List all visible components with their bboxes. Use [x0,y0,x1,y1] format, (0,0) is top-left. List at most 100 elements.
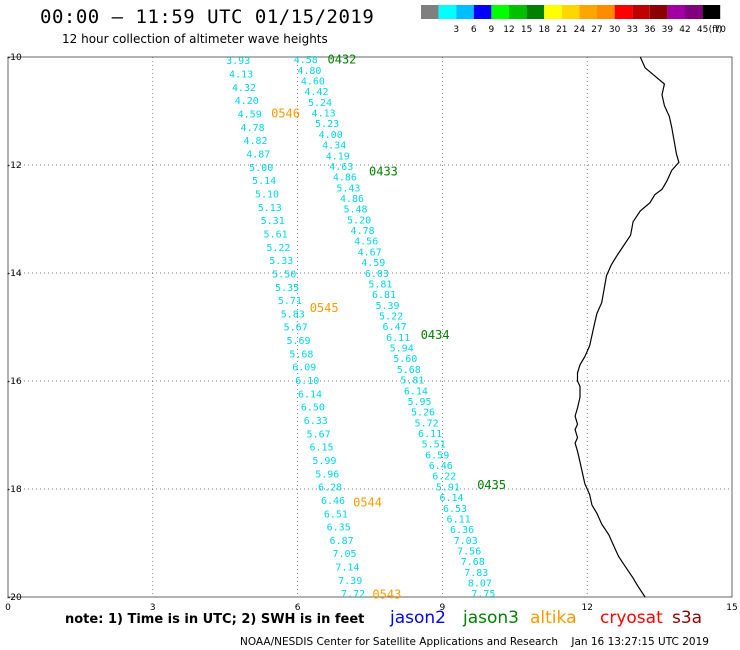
swh-value: 6.11 [386,333,410,344]
y-tick-label: -14 [7,269,22,279]
swh-value: 4.19 [326,151,350,162]
scale-unit-label: (ft) [709,25,723,35]
swh-value: 5.69 [286,336,310,347]
x-tick-label: 12 [581,603,592,613]
swh-value: 6.87 [330,536,354,547]
scale-swatch [649,5,668,19]
scale-tick-label: 12 [503,25,514,35]
scale-tick-label: 39 [662,25,674,35]
scale-swatch [614,5,633,19]
swh-value: 6.36 [450,525,474,536]
scale-swatch [597,5,615,19]
scale-swatch [632,5,650,19]
x-tick-label: 0 [5,603,11,613]
swh-value: 4.87 [246,150,270,161]
scale-swatch [491,5,509,19]
scale-tick-label: 6 [471,25,477,35]
scale-swatch [526,5,545,19]
footer-note: note: 1) Time is in UTC; 2) SWH is in fe… [65,612,365,627]
swh-value: 5.31 [261,216,285,227]
swh-value: 5.96 [315,469,339,480]
swh-value: 7.03 [454,536,478,547]
x-tick-label: 3 [150,603,156,613]
pass-time-label: 0434 [421,328,450,342]
map-frame [7,56,733,598]
scale-tick-label: 21 [556,25,567,35]
pass-time-label: 0435 [477,478,506,492]
swh-value: 6.46 [321,496,345,507]
swh-value: 7.68 [461,557,485,568]
scale-tick-label: 45 [697,25,708,35]
scale-tick-label: 70 [714,25,726,35]
swh-value: 6.03 [365,269,389,280]
swh-value: 4.56 [354,237,378,248]
scale-swatch [473,5,492,19]
swh-value: 5.81 [368,280,392,291]
swh-value: 6.33 [304,416,328,427]
swh-value: 6.22 [432,472,456,483]
swh-value: 6.09 [292,363,316,374]
swh-value: 6.46 [429,461,453,472]
swh-value: 7.39 [338,576,362,587]
swh-value: 5.00 [249,163,273,174]
swh-value: 7.14 [335,563,359,574]
swh-value: 6.53 [443,504,467,515]
scale-tick-label: 30 [609,25,621,35]
scale-swatch [702,5,721,19]
swh-value: 4.78 [241,123,265,134]
swh-value: 5.20 [347,215,371,226]
swh-value: 5.23 [315,119,339,130]
swh-value: 4.86 [340,194,364,205]
swh-value: 5.95 [407,397,431,408]
swh-value: 5.61 [264,230,288,241]
scale-tick-label: 36 [644,25,656,35]
swh-value: 7.72 [341,589,365,600]
swh-value: 6.51 [324,509,348,520]
swh-value: 5.68 [397,365,421,376]
legend-satellite-jason3: jason3 [463,608,519,628]
swh-value: 4.13 [229,70,253,81]
swh-value: 4.34 [322,141,346,152]
legend-satellite-altika: altika [530,608,577,628]
pass-time-label: 0545 [310,301,339,315]
swh-value: 5.91 [436,482,460,493]
swh-value: 5.22 [266,243,290,254]
scale-swatch [561,5,580,19]
swh-value: 5.94 [390,344,414,355]
swh-value: 5.83 [281,309,305,320]
swh-value: 4.58 [294,55,318,66]
swh-value: 4.67 [358,247,382,258]
y-tick-label: -20 [7,593,22,603]
swh-value: 6.11 [418,429,442,440]
y-tick-label: -16 [7,377,22,387]
swh-value: 5.22 [379,312,403,323]
swh-value: 7.05 [332,549,356,560]
swh-value: 5.60 [393,354,417,365]
swh-value: 3.93 [226,56,250,67]
swh-value: 5.81 [400,376,424,387]
scale-swatch [579,5,597,19]
swh-value: 5.67 [307,429,331,440]
swh-value: 5.33 [269,256,293,267]
swh-value: 4.00 [319,130,343,141]
pass-time-label: 0433 [369,165,398,179]
swh-value: 5.68 [289,349,313,360]
swh-value: 5.51 [422,440,446,451]
scale-swatch [456,5,474,19]
swh-value: 5.43 [336,183,360,194]
swh-value: 4.80 [297,66,321,77]
swh-value: 5.72 [415,418,439,429]
swh-value: 4.63 [329,162,353,173]
scale-tick-label: 15 [521,25,532,35]
y-tick-label: -12 [7,161,22,171]
swh-value: 4.59 [361,258,385,269]
swh-value: 6.81 [372,290,396,301]
scale-tick-label: 18 [538,25,550,35]
swh-value: 5.26 [411,408,435,419]
swh-value: 5.10 [255,190,279,201]
swh-value: 6.47 [383,322,407,333]
swh-value: 4.13 [312,109,336,120]
swh-value: 4.60 [301,77,325,88]
scale-swatch [438,5,457,19]
